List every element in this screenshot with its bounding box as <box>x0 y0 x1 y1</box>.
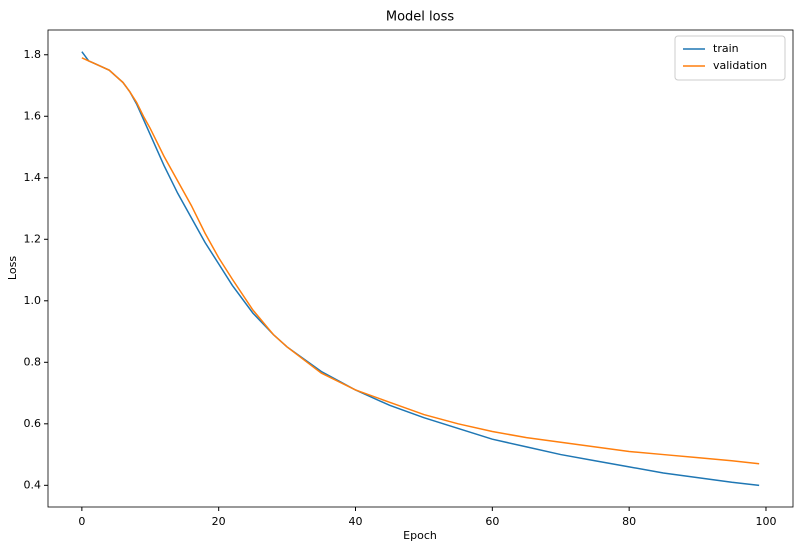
x-tick-label: 60 <box>485 515 499 528</box>
y-tick-label: 1.0 <box>24 294 42 307</box>
x-tick-label: 20 <box>212 515 226 528</box>
legend-label: train <box>713 42 739 55</box>
y-tick-label: 0.6 <box>24 417 42 430</box>
y-tick-label: 1.6 <box>24 109 42 122</box>
line-series <box>81 51 760 487</box>
chart-title: Model loss <box>386 10 455 25</box>
y-axis-label: Loss <box>6 256 19 280</box>
x-tick-label: 80 <box>622 515 636 528</box>
y-tick-label: 1.8 <box>24 48 42 61</box>
legend-label: validation <box>713 59 767 72</box>
x-tick-label: 100 <box>755 515 776 528</box>
x-tick-label: 0 <box>78 515 85 528</box>
y-tick-label: 0.4 <box>24 478 42 491</box>
x-tick-label: 40 <box>349 515 363 528</box>
y-tick-label: 0.8 <box>24 355 42 368</box>
plot-frame <box>47 29 794 508</box>
y-tick-label: 1.4 <box>24 171 42 184</box>
line-series <box>81 57 760 465</box>
legend-box <box>674 35 786 81</box>
y-tick-label: 1.2 <box>24 232 42 245</box>
x-axis-label: Epoch <box>403 529 437 542</box>
